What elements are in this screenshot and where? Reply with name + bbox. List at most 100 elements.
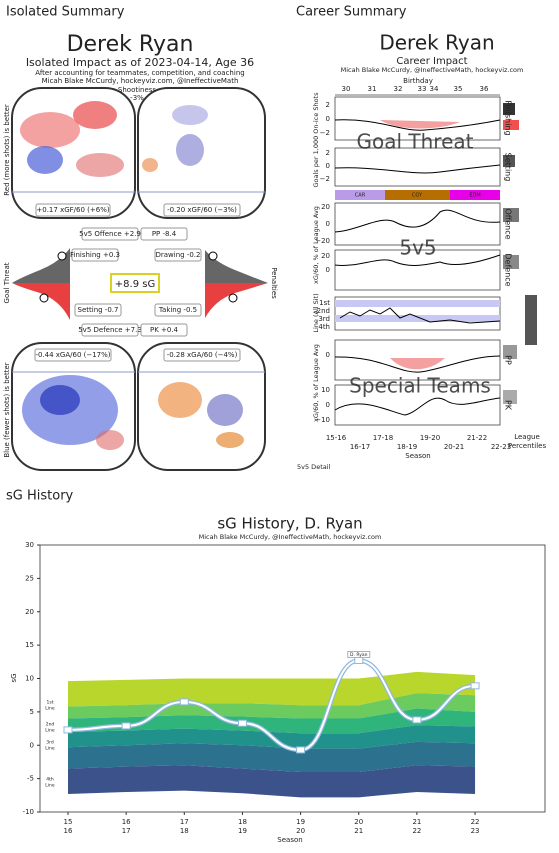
band-label: Line (45, 706, 55, 712)
curve (334, 397, 501, 416)
link[interactable]: 5v5 Detail (297, 463, 331, 471)
y-axis-label: xG/60, % of League Avg (312, 344, 320, 422)
age-tick: 31 (368, 85, 377, 93)
x-tick-label: 15 (64, 818, 73, 826)
marker (208, 251, 218, 261)
x-tick-label: 16 (64, 827, 73, 835)
box-label: -0.44 xGA/60 (−17%) (35, 351, 110, 359)
byline: Micah Blake McCurdy, @IneffectiveMath, h… (341, 66, 524, 74)
marker (228, 293, 238, 303)
y-tick-label: 0 (326, 115, 330, 123)
band-label: Line (45, 746, 55, 752)
line-tick: 2nd (317, 307, 330, 315)
box-label: -0.20 xGF/60 (−3%) (167, 206, 237, 214)
side-label: Blue (fewer shots) is better (3, 362, 11, 457)
x-tick-label: 17 (180, 818, 189, 826)
x-tick-label: 16 (122, 818, 131, 826)
box-label: -0.28 xGA/60 (−4%) (167, 351, 238, 359)
band (68, 765, 476, 798)
panel (334, 147, 501, 187)
y-tick-label: 10 (321, 386, 330, 394)
y-tick-label: 0 (326, 351, 330, 359)
label-box (81, 323, 139, 337)
label-box (81, 227, 139, 241)
y-axis-label: Goals per 1,000 On-ice Shots (312, 92, 320, 188)
x-tick-label: 19-20 (420, 434, 440, 442)
curve (334, 164, 501, 174)
series-label: D. Ryan (350, 652, 368, 658)
section-heading: Career Summary (296, 5, 407, 20)
byline: Micah Blake McCurdy, hockeyviz.com, @Ine… (42, 77, 239, 85)
x-tick-label: 17-18 (373, 434, 393, 442)
y-tick-label: −10 (315, 416, 330, 424)
y-tick-label: 0 (326, 266, 330, 274)
y-axis-label: Line (All Sit) (312, 293, 320, 332)
heat-blob (216, 432, 244, 448)
line-tick: 4th (318, 323, 330, 331)
point (237, 719, 247, 727)
label: Percentiles (508, 442, 547, 450)
overlay-label: Special Teams (349, 374, 491, 398)
x-tick-label: 21 (412, 818, 421, 826)
heat-blob (207, 394, 243, 426)
distribution (12, 248, 70, 283)
band-label: 3rd (46, 740, 54, 746)
box-label: 5v5 Defence +7.3 (78, 326, 142, 334)
distribution (12, 283, 70, 320)
label-box (163, 203, 241, 217)
curve (334, 209, 501, 233)
label-box (35, 203, 111, 217)
team-label: EDM (469, 193, 480, 199)
curve (334, 119, 501, 131)
heat-blob (73, 101, 117, 129)
x-tick-label: 18 (238, 818, 247, 826)
x-tick-label: 17 (122, 827, 131, 835)
label-box (154, 303, 202, 317)
panel-label: Setting (504, 153, 513, 182)
box-label: PK +0.4 (150, 326, 179, 334)
label-box (34, 348, 112, 362)
point (412, 716, 422, 724)
line-tick: 1st (319, 299, 330, 307)
x-tick-label: 23 (471, 827, 480, 835)
curve (339, 307, 501, 324)
y-tick-label: −2 (320, 175, 330, 183)
y-tick-label: 0 (326, 220, 330, 228)
band (68, 693, 476, 719)
percentile-bar (503, 120, 519, 130)
panel-label: Offence (504, 208, 513, 239)
age-tick: 35 (454, 85, 463, 93)
point (354, 656, 364, 664)
percentile-bar (503, 255, 519, 269)
y-tick-label: −20 (315, 237, 330, 245)
percentile-bar (503, 208, 519, 222)
band-label: 4th (46, 777, 54, 783)
band-label: Line (45, 783, 55, 789)
age-tick: 36 (480, 85, 489, 93)
box-label: Taking -0.5 (158, 306, 197, 314)
side-label: Red (more shots) is better (3, 104, 11, 196)
age-tick: 33 (418, 85, 427, 93)
percentile-bar (503, 103, 515, 115)
x-tick-label: 20-21 (444, 443, 464, 451)
x-tick-label: 18-19 (397, 443, 417, 451)
team-label: CAR (355, 193, 366, 199)
chart-title: sG History, D. Ryan (217, 515, 362, 533)
label-box (140, 323, 188, 337)
heat-blob (172, 105, 208, 125)
y-tick-label: −2 (320, 129, 330, 137)
series-line (67, 659, 476, 751)
x-tick-label: 16-17 (350, 443, 370, 451)
y-tick-label: 2 (326, 101, 330, 109)
band (68, 708, 476, 734)
band (68, 671, 476, 707)
x-axis-label: Season (277, 836, 302, 844)
side-label: Penalties (270, 267, 278, 299)
panel-label: PP (504, 355, 513, 365)
x-tick-label: 21-22 (467, 434, 487, 442)
x-tick-label: 22 (412, 827, 421, 835)
label: League (514, 433, 540, 441)
label-box (163, 348, 241, 362)
box-label: Finishing +0.3 (70, 251, 120, 259)
